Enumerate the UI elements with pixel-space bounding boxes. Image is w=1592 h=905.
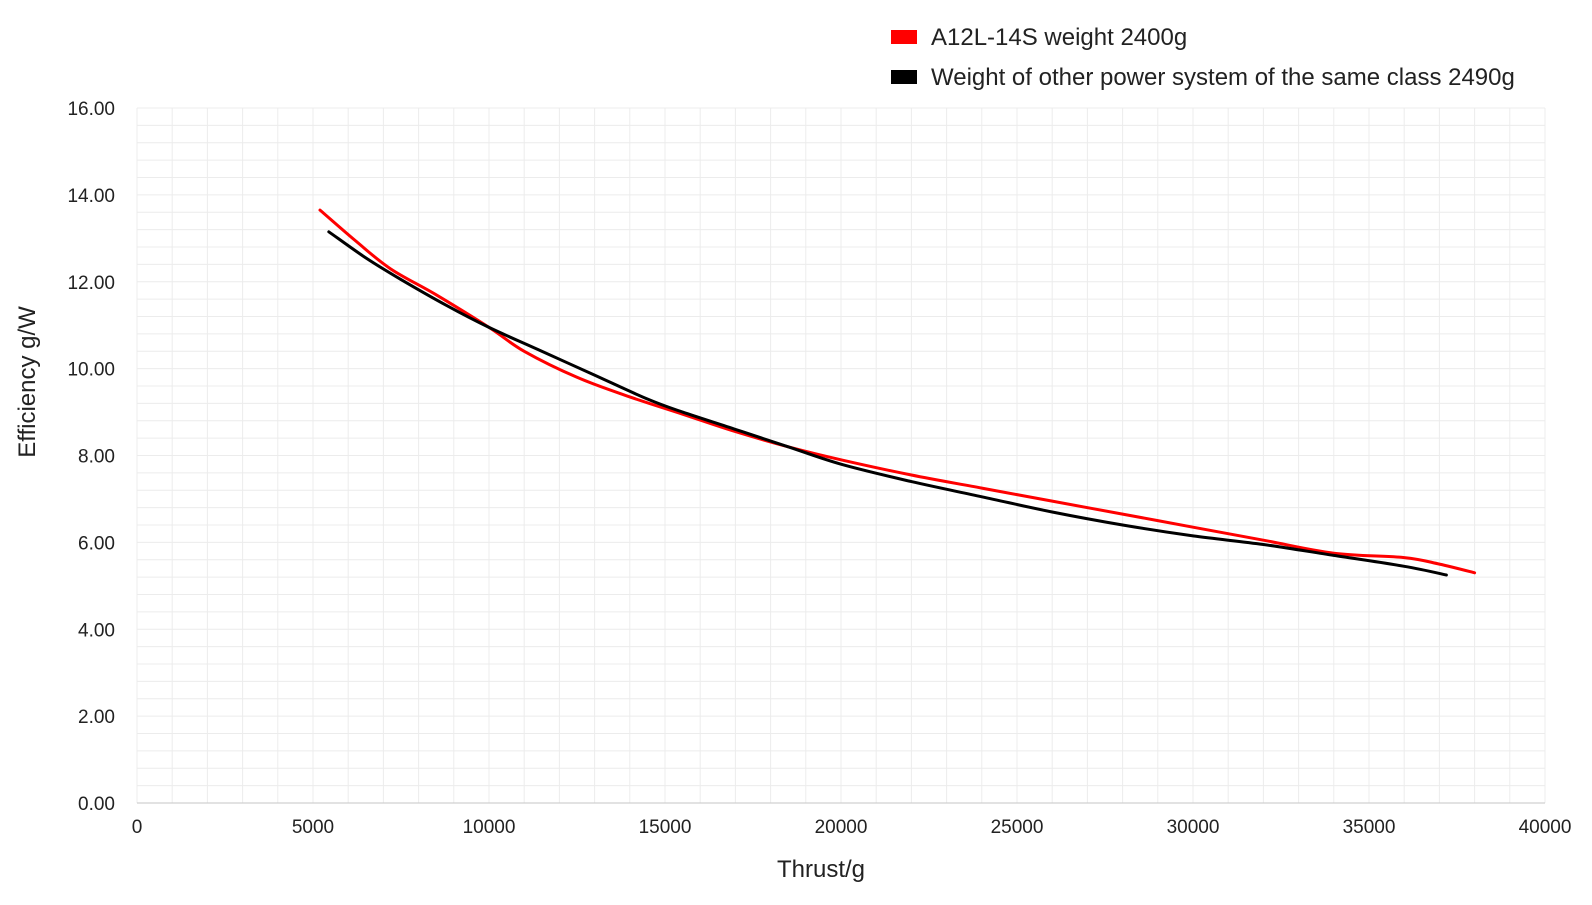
legend-swatch-a12l xyxy=(891,30,917,44)
x-tick-label: 40000 xyxy=(1519,817,1572,838)
y-tick-label: 12.00 xyxy=(67,273,115,294)
legend: A12L-14S weight 2400g Weight of other po… xyxy=(891,24,1515,91)
x-tick-label: 30000 xyxy=(1167,817,1220,838)
y-axis-ticks: 0.00 2.00 4.00 6.00 8.00 10.00 12.00 14.00 16.00 xyxy=(67,99,115,815)
x-axis-ticks: 0 5000 10000 15000 20000 25000 30000 35000 40000 xyxy=(132,817,1572,838)
legend-label-other: Weight of other power system of the same… xyxy=(931,64,1515,91)
grid xyxy=(136,107,1546,804)
x-tick-label: 5000 xyxy=(292,817,334,838)
legend-label-a12l: A12L-14S weight 2400g xyxy=(931,24,1187,51)
y-tick-label: 0.00 xyxy=(78,794,115,815)
y-tick-label: 14.00 xyxy=(67,186,115,207)
x-axis-title: Thrust/g xyxy=(777,856,865,883)
y-tick-label: 4.00 xyxy=(78,620,115,641)
x-tick-label: 25000 xyxy=(991,817,1044,838)
y-tick-label: 6.00 xyxy=(78,533,115,554)
x-tick-label: 10000 xyxy=(463,817,516,838)
legend-swatch-other xyxy=(891,70,917,84)
x-tick-label: 0 xyxy=(132,817,143,838)
y-tick-label: 16.00 xyxy=(67,99,115,120)
y-tick-label: 10.00 xyxy=(67,360,115,381)
y-tick-label: 8.00 xyxy=(78,447,115,468)
y-tick-label: 2.00 xyxy=(78,707,115,728)
x-tick-label: 20000 xyxy=(815,817,868,838)
x-tick-label: 15000 xyxy=(639,817,692,838)
y-axis-title: Efficiency g/W xyxy=(14,306,41,458)
x-tick-label: 35000 xyxy=(1343,817,1396,838)
series-line-other-system xyxy=(327,230,1448,577)
series-layer xyxy=(318,208,1477,577)
series-line-a12l-14s xyxy=(318,208,1477,575)
